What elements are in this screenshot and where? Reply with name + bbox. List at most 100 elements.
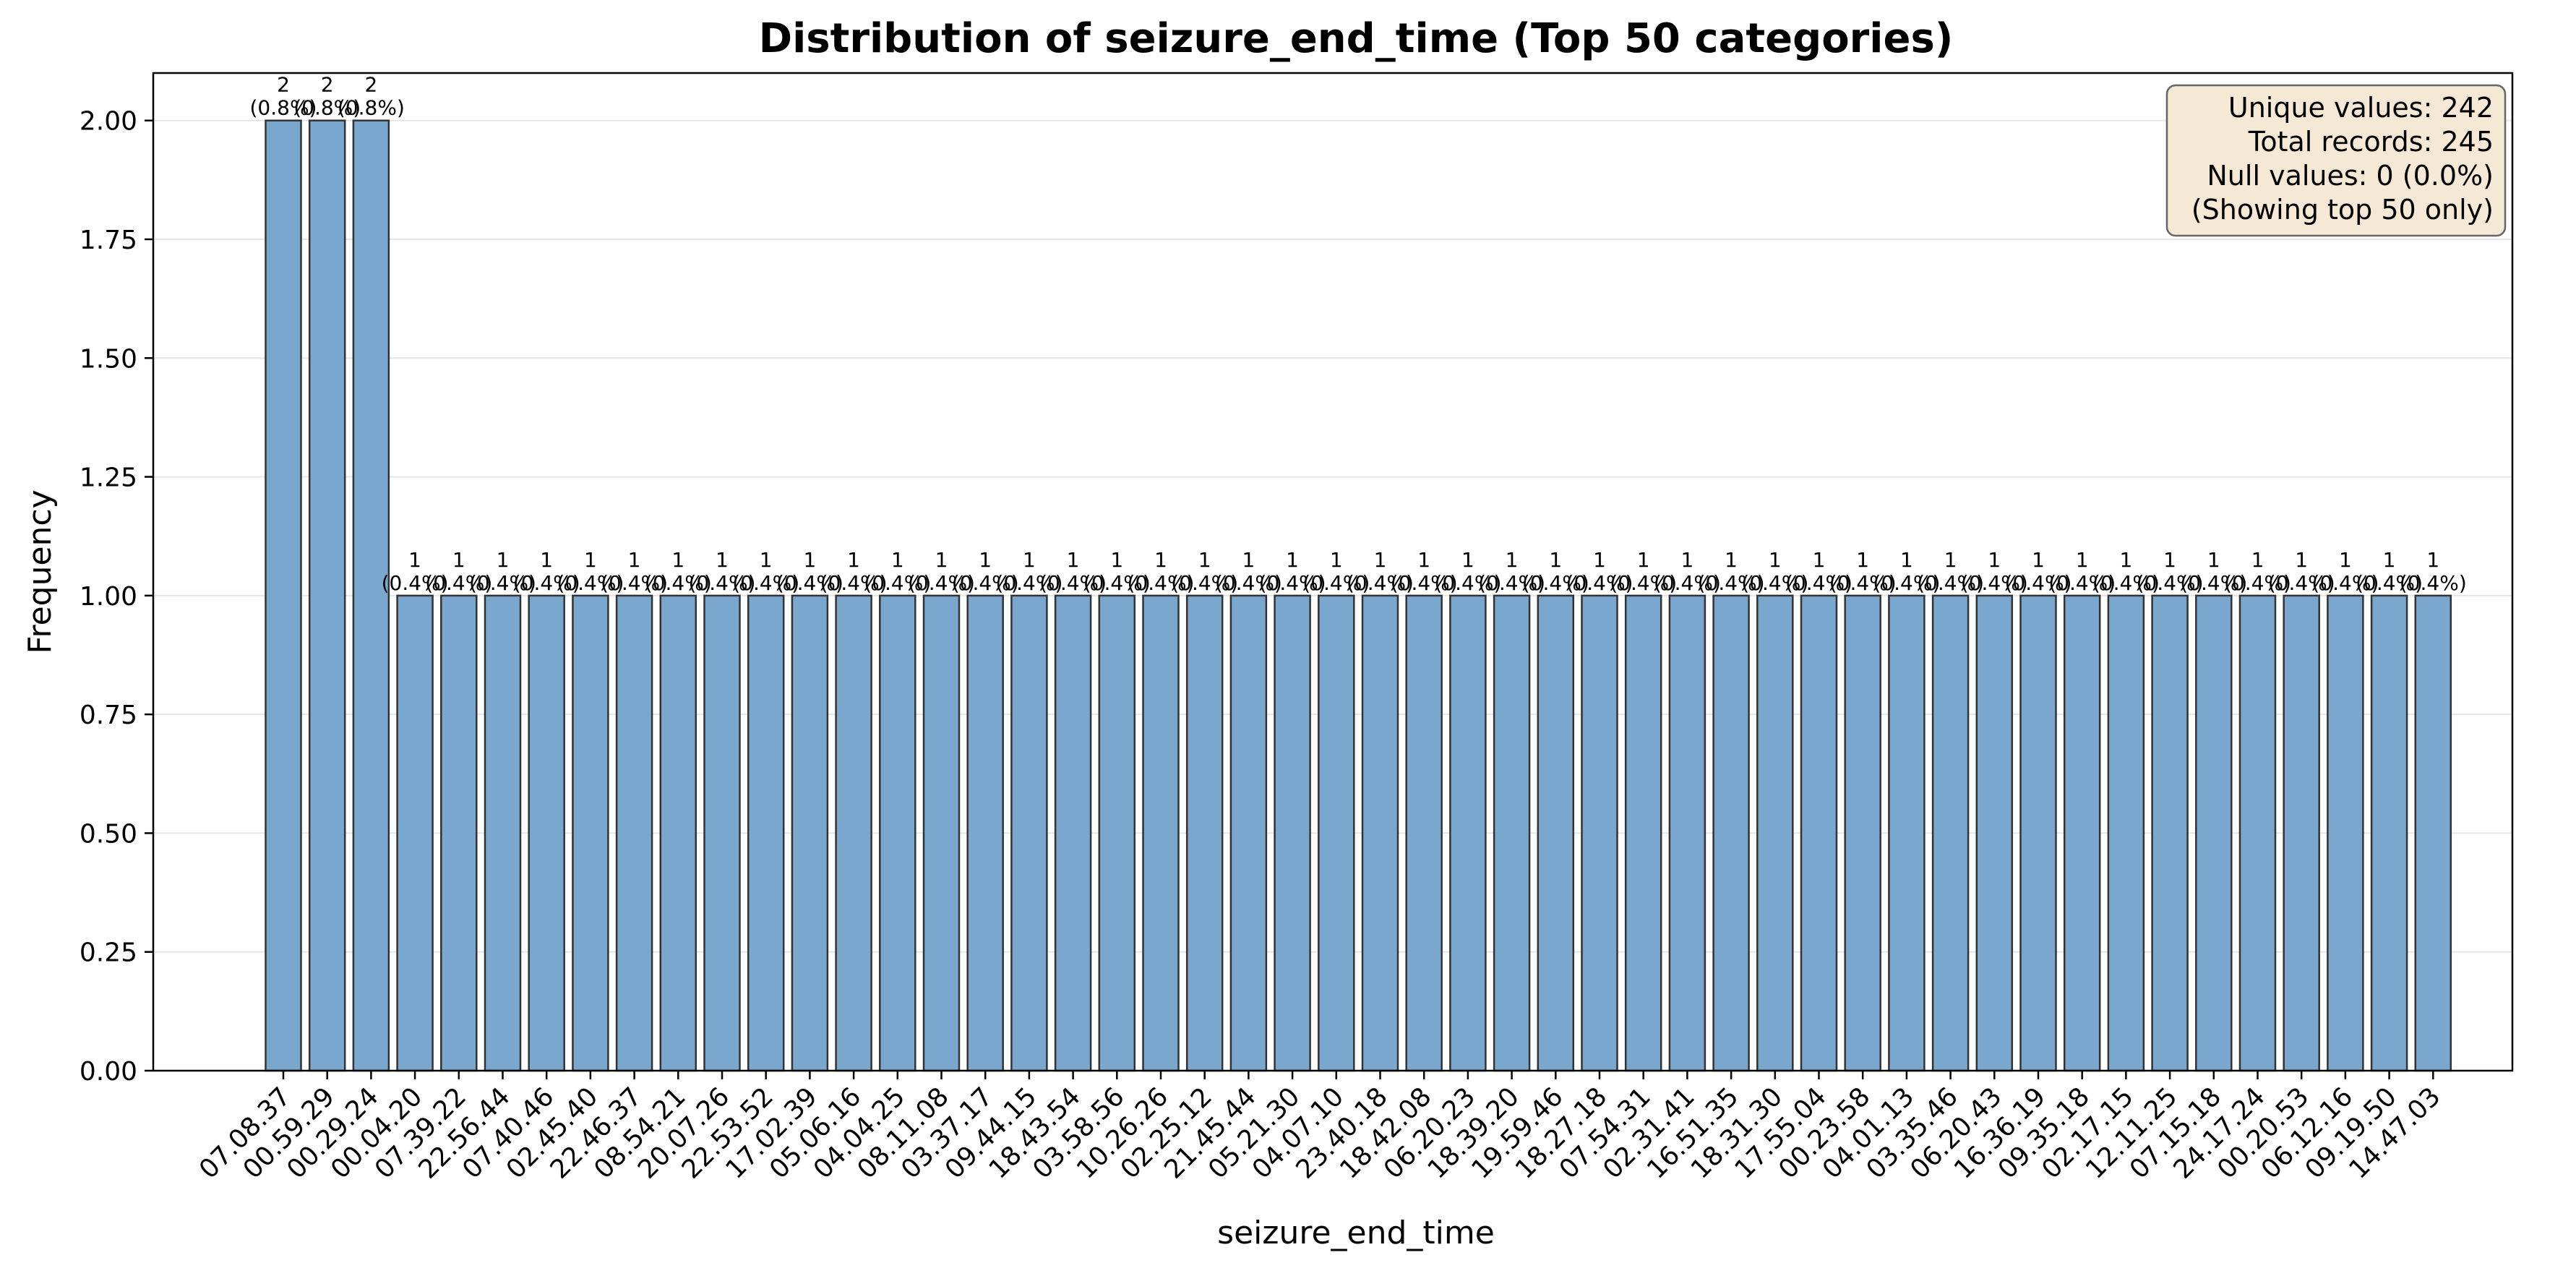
bar-count-label: 1: [1813, 548, 1826, 572]
bar: [2107, 594, 2145, 1072]
bar: [1581, 594, 1618, 1072]
bar-percent-label: (0.4%): [1434, 571, 1501, 595]
bar-percent-label: (0.4%): [1128, 571, 1195, 595]
bar-count-label: 1: [2295, 548, 2308, 572]
bar: [2327, 594, 2364, 1072]
bar-count-label: 1: [2032, 548, 2045, 572]
bar-count-label: 1: [540, 548, 553, 572]
bar-percent-label: (0.4%): [864, 571, 931, 595]
bar: [1668, 594, 1706, 1072]
bar-count-label: 1: [628, 548, 641, 572]
bar: [1054, 594, 1092, 1072]
bar-count-label: 1: [452, 548, 465, 572]
stats-line: Null values: 0 (0.0%): [2207, 160, 2494, 192]
bar-count-label: 1: [935, 548, 948, 572]
bar-percent-label: (0.4%): [1478, 571, 1545, 595]
bar: [879, 594, 916, 1072]
bar: [966, 594, 1004, 1072]
bar: [572, 594, 609, 1072]
plot-frame: [152, 72, 2514, 1072]
bar: [265, 119, 302, 1072]
bar: [1405, 594, 1443, 1072]
bar-count-label: 2: [364, 73, 377, 97]
bar-count-label: 1: [1593, 548, 1606, 572]
bar-percent-label: (0.4%): [1083, 571, 1151, 595]
bar: [2238, 594, 2277, 1072]
bar-percent-label: (0.8%): [338, 96, 405, 120]
bar: [308, 119, 346, 1072]
bar: [1888, 594, 1925, 1072]
bar-percent-label: (0.4%): [995, 571, 1062, 595]
bar-count-label: 1: [408, 548, 421, 572]
bar-count-label: 1: [1680, 548, 1693, 572]
bar-count-label: 1: [1286, 548, 1299, 572]
bar-percent-label: (0.4%): [2092, 571, 2160, 595]
bar: [1537, 594, 1575, 1072]
bar-count-label: 1: [1417, 548, 1430, 572]
bar-count-label: 2: [321, 73, 334, 97]
bar-count-label: 1: [1856, 548, 1869, 572]
bar: [703, 594, 741, 1072]
bar-count-label: 1: [1506, 548, 1519, 572]
bar-count-label: 1: [1725, 548, 1738, 572]
y-axis-ticks: 0.00 0.25 0.50 0.75 1.00 1.25 1.50 1.75 2.00: [80, 107, 153, 1087]
bar: [528, 594, 565, 1072]
bar: [659, 594, 697, 1072]
bar-percent-label: (0.4%): [1215, 571, 1282, 595]
bar: [615, 594, 653, 1072]
bar-count-label: 1: [1900, 548, 1913, 572]
bar-count-label: 1: [1944, 548, 1957, 572]
bar-count-label: 1: [1374, 548, 1387, 572]
bar-percent-label: (0.4%): [601, 571, 668, 595]
bar: [791, 594, 829, 1072]
bar-percent-label: (0.4%): [1039, 571, 1107, 595]
bar-percent-label: (0.4%): [1961, 571, 2028, 595]
bar-count-label: 1: [2163, 548, 2176, 572]
bar-labels: 2(0.8%)2(0.8%)2(0.8%)1(0.4%)1(0.4%)1(0.4…: [250, 73, 2467, 595]
bar-percent-label: (0.8%): [250, 96, 317, 120]
bar: [1010, 594, 1048, 1072]
bar-count-label: 1: [847, 548, 860, 572]
bar-percent-label: (0.4%): [557, 571, 624, 595]
bar-count-label: 1: [1154, 548, 1167, 572]
stats-line: (Showing top 50 only): [2191, 194, 2494, 226]
bar: [1844, 594, 1881, 1072]
bar-count-label: 1: [671, 548, 684, 572]
bar: [2195, 594, 2233, 1072]
bar: [835, 594, 872, 1072]
bar: [396, 594, 434, 1072]
bar-percent-label: (0.4%): [1917, 571, 1984, 595]
bar-percent-label: (0.4%): [1566, 571, 1633, 595]
bar-percent-label: (0.4%): [382, 571, 449, 595]
y-tick-label: 1.75: [80, 226, 137, 255]
bar: [1229, 594, 1268, 1072]
bar-count-label: 1: [1242, 548, 1255, 572]
bar-count-label: 1: [1769, 548, 1782, 572]
bar-count-label: 1: [2076, 548, 2089, 572]
bar-percent-label: (0.4%): [908, 571, 975, 595]
bar-count-label: 1: [760, 548, 773, 572]
bar-percent-label: (0.4%): [689, 571, 756, 595]
y-axis-label: Frequency: [22, 489, 59, 654]
bar-count-label: 1: [2207, 548, 2220, 572]
y-tick-label: 1.25: [80, 463, 137, 493]
bar: [922, 594, 961, 1072]
bar-percent-label: (0.4%): [2048, 571, 2116, 595]
chart-title: Distribution of seizure_end_time (Top 50…: [759, 15, 1954, 62]
bar-percent-label: (0.4%): [469, 571, 536, 595]
bar: [1318, 594, 1355, 1072]
bar-count-label: 1: [716, 548, 729, 572]
bar-percent-label: (0.4%): [1391, 571, 1458, 595]
y-tick-label: 1.00: [80, 582, 137, 612]
bar: [2019, 594, 2057, 1072]
y-tick-label: 2.00: [80, 107, 137, 137]
bar-percent-label: (0.4%): [1785, 571, 1852, 595]
stats-line: Total records: 245: [2248, 126, 2494, 158]
bar-count-label: 1: [1067, 548, 1080, 572]
bar: [2283, 594, 2320, 1072]
bar-count-label: 1: [2339, 548, 2352, 572]
bar-percent-label: (0.4%): [776, 571, 843, 595]
bar-count-label: 1: [1330, 548, 1343, 572]
